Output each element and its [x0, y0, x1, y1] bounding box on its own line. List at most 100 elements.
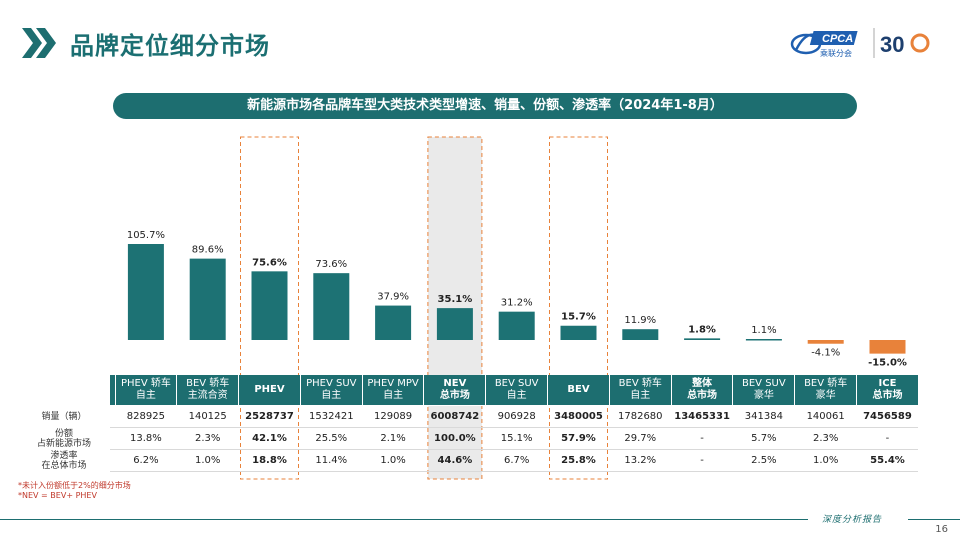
- table-header-line2: 自主: [630, 390, 651, 401]
- bar: [560, 325, 597, 340]
- table-cell: 2.5%: [732, 449, 795, 472]
- table-header-line1: BEV 轿车: [804, 378, 848, 389]
- table-cell: -: [671, 449, 733, 472]
- bar-value-label: 15.7%: [561, 312, 596, 323]
- table-header-line2: 总市场: [872, 390, 903, 401]
- table-header-line2: 总市场: [687, 390, 718, 401]
- table-cell: 2.3%: [176, 427, 239, 450]
- table-cell: 2.3%: [794, 427, 857, 450]
- table-row: 销量（辆） 828925 140125 2528737 1532421 129089 600…: [41, 405, 919, 428]
- table-cell: 6.2%: [115, 449, 177, 472]
- table-cell: 13465331: [671, 405, 733, 428]
- footnotes: *未计入份额低于2%的细分市场 *NEV = BEV+ PHEV: [18, 481, 131, 501]
- table-header-line2: 自主: [383, 390, 404, 401]
- table-cell: -: [671, 427, 733, 450]
- cpca-logo-icon: CPCA 乘联分会 30: [790, 28, 930, 58]
- highlight-box: [240, 136, 299, 480]
- table-header-line1: PHEV 轿车: [120, 378, 171, 389]
- bar: [869, 340, 906, 354]
- bar-value-label: -15.0%: [868, 358, 907, 369]
- table-cell: 6008742: [423, 405, 486, 428]
- table-cell: 1.0%: [362, 449, 424, 472]
- table-cell: 2.1%: [362, 427, 424, 450]
- table-cell: 5.7%: [732, 427, 795, 450]
- page-title: 品牌定位细分市场: [70, 32, 270, 60]
- table-cell: 15.1%: [485, 427, 548, 450]
- table-header: NEV 总市场: [423, 375, 487, 406]
- footnote-1: *未计入份额低于2%的细分市场: [18, 481, 131, 490]
- row-label: 渗透率 在总体市场: [41, 449, 115, 472]
- chart-banner: 新能源市场各品牌车型大类技术类型增速、销量、份额、渗透率（2024年1-8月）: [113, 93, 857, 119]
- table-header-line1: ICE: [878, 378, 897, 389]
- table-header: BEV 轿车 自主: [609, 375, 672, 406]
- table-cell: 341384: [732, 405, 795, 428]
- table-cell: 1782680: [609, 405, 672, 428]
- table-cell: 828925: [115, 405, 177, 428]
- page-number: 16: [935, 524, 948, 535]
- table-header-line1: BEV 轿车: [618, 378, 662, 389]
- table-cell: 129089: [362, 405, 424, 428]
- bar: [745, 339, 782, 341]
- table-header: BEV 轿车 主流合资: [176, 375, 240, 406]
- table-header-line1: PHEV MPV: [367, 378, 419, 389]
- table-corner: [110, 375, 116, 406]
- table-cell: 6.7%: [485, 449, 548, 472]
- table-header: PHEV MPV 自主: [362, 375, 425, 406]
- table-header: 整体 总市场: [671, 375, 734, 406]
- table-cell: 18.8%: [238, 449, 301, 472]
- table-cell: 44.6%: [423, 449, 486, 472]
- thirty-text: 30: [880, 32, 904, 57]
- footer-divider: [0, 519, 808, 520]
- table-cell: 7456589: [856, 405, 919, 428]
- bar-value-label: 31.2%: [501, 298, 533, 309]
- table-cell: 13.8%: [115, 427, 177, 450]
- table-cell: 100.0%: [423, 427, 486, 450]
- bar-value-label: 1.8%: [688, 324, 716, 335]
- table-cell: 140125: [176, 405, 239, 428]
- table-header: PHEV 轿车 自主: [115, 375, 178, 406]
- table-header-line2: 主流合资: [187, 390, 228, 401]
- bar: [127, 244, 164, 340]
- data-table: PHEV 轿车 自主 BEV 轿车 主流合资 PHEV PHEV SUV 自主 PHEV MP…: [37, 375, 919, 472]
- cpca-text: CPCA: [822, 33, 853, 45]
- table-header-line2: 总市场: [439, 390, 470, 401]
- bar-value-label: 89.6%: [192, 245, 224, 256]
- table-cell: 25.5%: [300, 427, 363, 450]
- table-header-line1: NEV: [443, 378, 467, 389]
- table-header: BEV: [547, 375, 610, 406]
- table-cell: 1532421: [300, 405, 363, 428]
- table-header-line1: PHEV SUV: [306, 378, 357, 389]
- table-header: BEV SUV 豪华: [732, 375, 796, 406]
- row-label: 份额 占新能源市场: [37, 427, 115, 450]
- bar: [436, 308, 473, 340]
- bar: [807, 340, 844, 344]
- bar: [684, 338, 721, 340]
- cpca-logo: CPCA 乘联分会 30: [788, 22, 938, 62]
- table-cell: 57.9%: [547, 427, 610, 450]
- cpca-cn-text: 乘联分会: [820, 48, 852, 58]
- bar: [622, 329, 659, 340]
- table-header: ICE 总市场: [856, 375, 919, 406]
- footnote-2: *NEV = BEV+ PHEV: [18, 491, 97, 500]
- table-header-line1: BEV SUV: [742, 378, 786, 389]
- table-header-line2: 自主: [506, 390, 527, 401]
- table-cell: 55.4%: [856, 449, 919, 472]
- bar-value-label: 11.9%: [624, 315, 656, 326]
- table-header-line1: BEV: [567, 384, 590, 395]
- table-row: 渗透率 在总体市场 6.2% 1.0% 18.8% 11.4% 1.0% 44.6% 6.7% 2…: [41, 449, 919, 472]
- highlight-box: [549, 136, 608, 480]
- bar: [313, 273, 350, 340]
- bar-value-label: 37.9%: [377, 292, 409, 303]
- table-cell: 1.0%: [176, 449, 239, 472]
- table-cell: 42.1%: [238, 427, 301, 450]
- table-cell: 1.0%: [794, 449, 857, 472]
- table-row: 份额 占新能源市场 13.8% 2.3% 42.1% 25.5% 2.1% 100.0% 15.…: [37, 427, 919, 450]
- table-header: BEV SUV 自主: [485, 375, 549, 406]
- bar: [498, 311, 535, 340]
- table-cell: 29.7%: [609, 427, 672, 450]
- footer-text: 深度分析报告: [822, 515, 883, 525]
- table-header: PHEV: [238, 375, 301, 406]
- bar-value-label: 1.1%: [751, 325, 776, 336]
- bar: [189, 258, 226, 340]
- bar-value-label: 35.1%: [438, 294, 473, 305]
